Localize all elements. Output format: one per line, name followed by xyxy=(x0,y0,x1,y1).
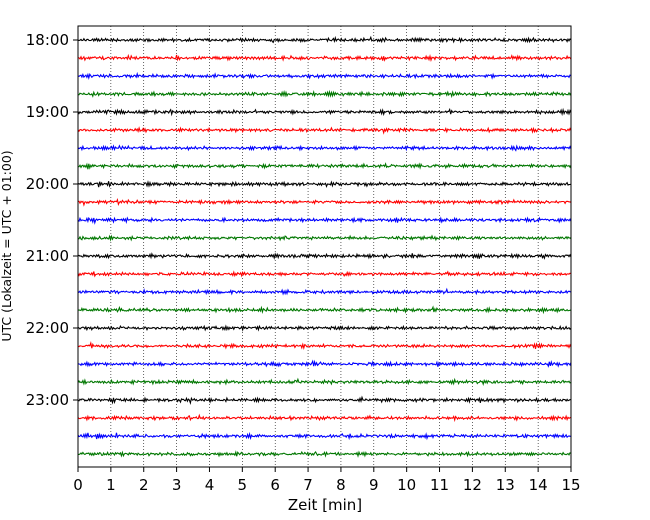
trace-line xyxy=(77,431,572,441)
x-tick-label: 1 xyxy=(106,476,116,494)
trace-line xyxy=(77,270,572,278)
trace-line xyxy=(77,216,572,225)
trace-line xyxy=(77,35,572,44)
x-tick-label: 6 xyxy=(270,476,280,494)
y-tick-label: 19:00 xyxy=(26,103,69,121)
x-tick-label: 10 xyxy=(397,476,416,494)
trace-line xyxy=(77,324,572,332)
x-tick-label: 9 xyxy=(369,476,379,494)
grid-lines xyxy=(110,26,539,467)
x-tick-label: 14 xyxy=(529,476,548,494)
y-tick-label: 20:00 xyxy=(26,175,69,193)
trace-line xyxy=(77,71,572,80)
x-axis-label: Zeit [min] xyxy=(288,496,362,514)
trace-line xyxy=(77,395,572,406)
x-axis-ticks: 0 1 2 3 4 5 6 7 8 9 10 11 12 13 14 15 xyxy=(73,467,581,494)
y-tick-label: 22:00 xyxy=(26,319,69,337)
y-tick-label: 21:00 xyxy=(26,247,69,265)
trace-line xyxy=(78,162,572,170)
y-tick-label: 23:00 xyxy=(26,391,69,409)
x-tick-label: 8 xyxy=(336,476,346,494)
trace-line xyxy=(77,107,572,117)
trace-line xyxy=(77,126,572,135)
trace-line xyxy=(77,287,572,296)
x-tick-label: 4 xyxy=(205,476,215,494)
x-tick-label: 11 xyxy=(430,476,449,494)
trace-line xyxy=(77,197,572,207)
x-tick-label: 2 xyxy=(139,476,149,494)
plot-frame xyxy=(77,25,572,468)
x-tick-label: 3 xyxy=(172,476,182,494)
y-axis-ticks: 18:00 19:00 20:00 21:00 22:00 23:00 xyxy=(26,31,78,409)
trace-line xyxy=(77,144,572,152)
trace-line xyxy=(77,252,572,260)
y-axis-label: UTC (Lokalzeit = UTC + 01:00) xyxy=(0,150,14,341)
trace-line xyxy=(77,413,572,423)
x-tick-label: 7 xyxy=(303,476,313,494)
y-tick-label: 18:00 xyxy=(26,31,69,49)
x-tick-label: 0 xyxy=(73,476,83,494)
trace-line xyxy=(77,359,572,368)
trace-line xyxy=(78,305,572,315)
trace-line xyxy=(77,53,572,62)
trace-line xyxy=(77,341,572,351)
trace-line xyxy=(77,234,572,242)
x-tick-label: 12 xyxy=(463,476,482,494)
trace-line xyxy=(77,377,572,386)
trace-line xyxy=(78,450,572,458)
x-tick-label: 13 xyxy=(496,476,515,494)
trace-line xyxy=(77,180,572,188)
trace-line xyxy=(77,89,572,99)
x-tick-label: 15 xyxy=(561,476,580,494)
trace-series xyxy=(77,35,572,458)
x-tick-label: 5 xyxy=(238,476,248,494)
